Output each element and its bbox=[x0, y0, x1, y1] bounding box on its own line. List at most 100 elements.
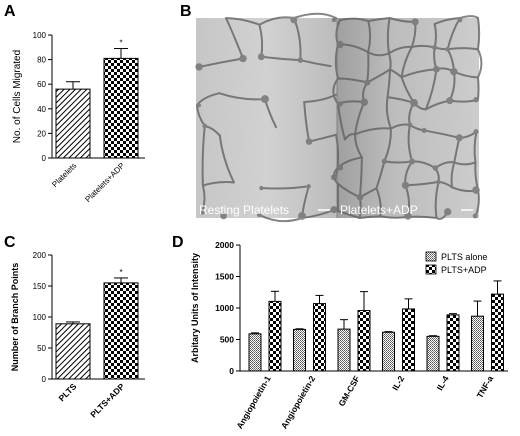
cell-cluster bbox=[336, 40, 344, 49]
tube-segment bbox=[446, 47, 479, 51]
tube-segment bbox=[407, 123, 414, 163]
cell-cluster bbox=[450, 67, 458, 76]
y-tick-label: 100 bbox=[33, 313, 47, 322]
cell-cluster bbox=[455, 134, 463, 142]
tube-segment bbox=[367, 17, 391, 23]
bar-plts-adp bbox=[491, 293, 504, 372]
cell-cluster bbox=[330, 206, 338, 214]
y-tick-label: 150 bbox=[33, 282, 47, 291]
cell-cluster bbox=[256, 212, 262, 218]
tube-segment bbox=[477, 17, 481, 51]
cell-cluster bbox=[472, 186, 480, 194]
y-tick-label: 50 bbox=[37, 344, 46, 353]
tube-segment bbox=[338, 17, 370, 23]
legend-swatch bbox=[425, 264, 437, 275]
cell-cluster bbox=[239, 54, 247, 63]
cell-cluster bbox=[472, 213, 478, 219]
tube-segment bbox=[354, 133, 363, 159]
label-platelets-adp: Platelets+ADP bbox=[340, 203, 418, 217]
y-tick-label: 1000 bbox=[215, 303, 234, 313]
tube-segment bbox=[386, 68, 392, 99]
tube-network bbox=[195, 12, 483, 223]
cell-cluster bbox=[290, 16, 298, 24]
tube-segment bbox=[358, 215, 382, 219]
tube-segment bbox=[387, 45, 413, 55]
tube-segment bbox=[453, 161, 477, 166]
chart-c-branch-points: 0 50 100 150 200 Number of Branch Points PLTS *… bbox=[10, 251, 145, 420]
tube-segment bbox=[258, 213, 303, 223]
bar-plts-alone bbox=[426, 335, 440, 372]
tube-segment bbox=[385, 96, 392, 130]
cell-cluster bbox=[202, 123, 208, 129]
bar-plts-adp bbox=[357, 310, 371, 372]
cell-cluster bbox=[257, 53, 265, 61]
y-tick-label: 0 bbox=[229, 366, 234, 376]
tube-segment bbox=[450, 161, 456, 189]
y-axis-title: No. of Cells Migrated bbox=[12, 50, 23, 143]
bar-plts-alone bbox=[471, 315, 484, 372]
bar-plts-adp bbox=[446, 314, 460, 372]
cell-cluster bbox=[199, 209, 205, 215]
cell-cluster bbox=[364, 79, 371, 86]
tube-segment bbox=[366, 51, 370, 84]
cell-cluster bbox=[433, 65, 440, 73]
x-tick-label: IL-4 bbox=[435, 374, 451, 392]
bar-platelets-adp bbox=[103, 57, 139, 159]
significance-marker: * bbox=[119, 39, 122, 48]
legend-label: PLTS+ADP bbox=[441, 265, 487, 275]
panel-letter-c: C bbox=[4, 234, 16, 251]
cell-cluster bbox=[260, 95, 269, 104]
cell-cluster bbox=[336, 164, 344, 171]
bar-plts-alone bbox=[248, 333, 262, 372]
cell-cluster bbox=[407, 122, 413, 128]
x-tick-label: Angiopoietin-1 bbox=[234, 374, 273, 431]
panel-letter-a: A bbox=[4, 3, 16, 20]
bar-plts-adp bbox=[402, 308, 415, 372]
tube-segment bbox=[459, 15, 479, 19]
tube-segment bbox=[434, 180, 440, 219]
bar-plts bbox=[55, 323, 91, 380]
tube-segment bbox=[201, 181, 235, 187]
cell-cluster bbox=[473, 97, 479, 103]
x-tick-label: GM-CSF bbox=[336, 374, 361, 408]
x-tick-label: PLTS bbox=[56, 381, 78, 403]
legend-swatch bbox=[425, 251, 437, 262]
tube-segment bbox=[424, 68, 438, 111]
cell-cluster bbox=[305, 138, 313, 145]
tube-segment bbox=[292, 12, 337, 19]
cell-cluster bbox=[409, 158, 416, 165]
tube-segment bbox=[375, 187, 382, 218]
tube-segment bbox=[383, 127, 392, 163]
tube-segment bbox=[303, 101, 311, 143]
cell-cluster bbox=[381, 158, 388, 165]
bar-plts-adp bbox=[268, 300, 282, 372]
y-axis-title: Arbitary Units of Intensity bbox=[190, 253, 200, 363]
x-tick-label: Angiopoietin-2 bbox=[279, 374, 318, 431]
y-axis-title: Number of Branch Points bbox=[10, 263, 20, 372]
cell-cluster bbox=[445, 46, 451, 52]
tube-segment bbox=[477, 48, 483, 79]
y-tick-label: 500 bbox=[220, 335, 234, 345]
tube-segment bbox=[386, 17, 391, 55]
tube-segment bbox=[201, 124, 206, 187]
cell-cluster bbox=[360, 98, 369, 106]
cell-cluster bbox=[331, 17, 337, 23]
tube-segment bbox=[260, 185, 310, 190]
x-tick-label: Platelets+ADP bbox=[83, 161, 126, 204]
tube-segment bbox=[337, 210, 361, 219]
tube-segment bbox=[477, 76, 480, 101]
tube-segment bbox=[367, 51, 390, 57]
bar-plts-adp bbox=[103, 282, 139, 380]
panel-letter-b: B bbox=[180, 3, 192, 20]
y-tick-label: 20 bbox=[37, 129, 46, 138]
y-tick-label: 100 bbox=[33, 31, 47, 40]
cell-cluster bbox=[444, 208, 452, 216]
x-tick-label: Platelets bbox=[50, 161, 78, 189]
y-tick-label: 60 bbox=[37, 80, 46, 89]
y-tick-label: 1500 bbox=[215, 272, 234, 282]
y-tick-label: 40 bbox=[37, 105, 46, 114]
cell-cluster bbox=[421, 127, 427, 133]
label-resting-platelets: Resting Platelets bbox=[199, 203, 289, 217]
cell-cluster bbox=[432, 165, 439, 171]
